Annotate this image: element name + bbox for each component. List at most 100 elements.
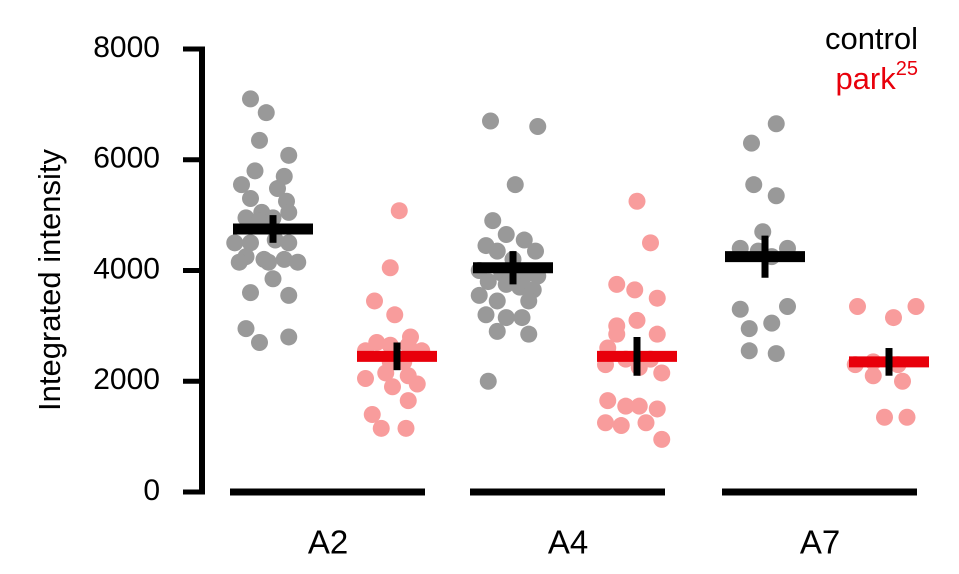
control-point: [745, 176, 763, 194]
park-point: [653, 430, 671, 448]
control-point: [280, 146, 298, 164]
control-point: [527, 242, 544, 260]
summary-bars: [233, 215, 929, 376]
park-point: [399, 392, 417, 410]
control-point: [506, 176, 524, 194]
park-point: [386, 306, 404, 324]
group-labels: A2 A4 A7: [308, 524, 840, 561]
park-point: [381, 259, 399, 277]
y-axis: 0 2000 4000 6000 8000: [93, 31, 917, 507]
legend-entry: control: [825, 21, 918, 56]
park-point: [648, 289, 666, 307]
park-point: [597, 414, 614, 432]
legend-entry-label: park: [835, 61, 896, 96]
control-point: [280, 286, 298, 304]
park-point: [363, 405, 381, 423]
group-label: A2: [308, 524, 348, 561]
y-tick-label: 8000: [93, 31, 160, 64]
control-point: [251, 131, 268, 149]
park-point: [648, 325, 666, 343]
park-point: [876, 408, 893, 426]
control-point: [230, 253, 248, 271]
park-point: [864, 367, 882, 385]
park-point: [372, 419, 390, 437]
control-point: [740, 320, 758, 338]
control-point: [233, 176, 250, 194]
park-point: [408, 375, 426, 393]
control-point: [513, 309, 531, 327]
park-point: [599, 392, 617, 410]
control-point: [242, 284, 259, 302]
park-point: [885, 309, 902, 327]
control-point: [257, 104, 275, 122]
park-point: [630, 397, 648, 415]
park-point: [898, 408, 916, 426]
park-point: [377, 364, 395, 382]
park-point: [907, 297, 925, 315]
control-point: [767, 187, 785, 205]
park-point: [628, 192, 646, 210]
park-point: [849, 297, 866, 315]
control-point: [242, 90, 259, 108]
control-point: [515, 231, 533, 249]
control-point: [289, 253, 307, 271]
park-point: [642, 234, 659, 252]
control-point: [488, 242, 506, 260]
control-point: [242, 190, 259, 208]
group-label: A7: [800, 524, 840, 561]
park-point: [653, 364, 671, 382]
y-tick-label: 2000: [93, 363, 160, 396]
control-point: [767, 115, 785, 133]
control-point: [520, 325, 538, 343]
control-point: [479, 372, 497, 390]
park-point: [612, 417, 630, 435]
control-point: [497, 226, 515, 244]
control-point: [767, 345, 785, 363]
legend-entry-superscript: 25: [896, 58, 918, 80]
control-point: [237, 209, 255, 227]
park-point: [390, 202, 408, 220]
group-label: A4: [548, 524, 588, 561]
y-tick-label: 4000: [93, 252, 160, 285]
control-point: [226, 234, 244, 252]
control-point: [269, 180, 286, 198]
control-point: [246, 162, 264, 180]
park-point: [366, 292, 383, 310]
park-point: [357, 369, 374, 387]
legend-entry-label: control: [825, 21, 918, 56]
control-point: [280, 328, 298, 346]
legend-entry: park25: [835, 58, 918, 96]
control-point: [260, 253, 277, 271]
control-point: [280, 203, 298, 221]
control-point: [743, 134, 760, 152]
y-tick-label: 6000: [93, 142, 160, 175]
control-point: [242, 234, 259, 252]
control-point: [779, 297, 796, 315]
control-point: [497, 309, 515, 327]
park-point: [608, 325, 626, 343]
park-point: [628, 311, 646, 329]
park-point: [399, 336, 417, 354]
park-point: [617, 397, 635, 415]
park-point: [648, 400, 666, 418]
control-point: [237, 320, 255, 338]
control-point: [484, 212, 502, 230]
control-point: [477, 306, 495, 324]
control-point: [280, 234, 298, 252]
control-point: [740, 342, 758, 360]
control-point: [488, 322, 506, 340]
park-point: [637, 414, 655, 432]
y-axis-label: Integrated intensity: [32, 149, 67, 411]
park-point: [608, 275, 626, 293]
control-point: [264, 270, 282, 288]
park-point: [894, 372, 911, 390]
data-points: [226, 90, 925, 448]
control-point: [482, 112, 499, 130]
control-point: [763, 314, 781, 332]
park-point: [384, 378, 401, 396]
control-point: [520, 292, 538, 310]
control-point: [731, 300, 749, 318]
park-point: [626, 281, 644, 299]
